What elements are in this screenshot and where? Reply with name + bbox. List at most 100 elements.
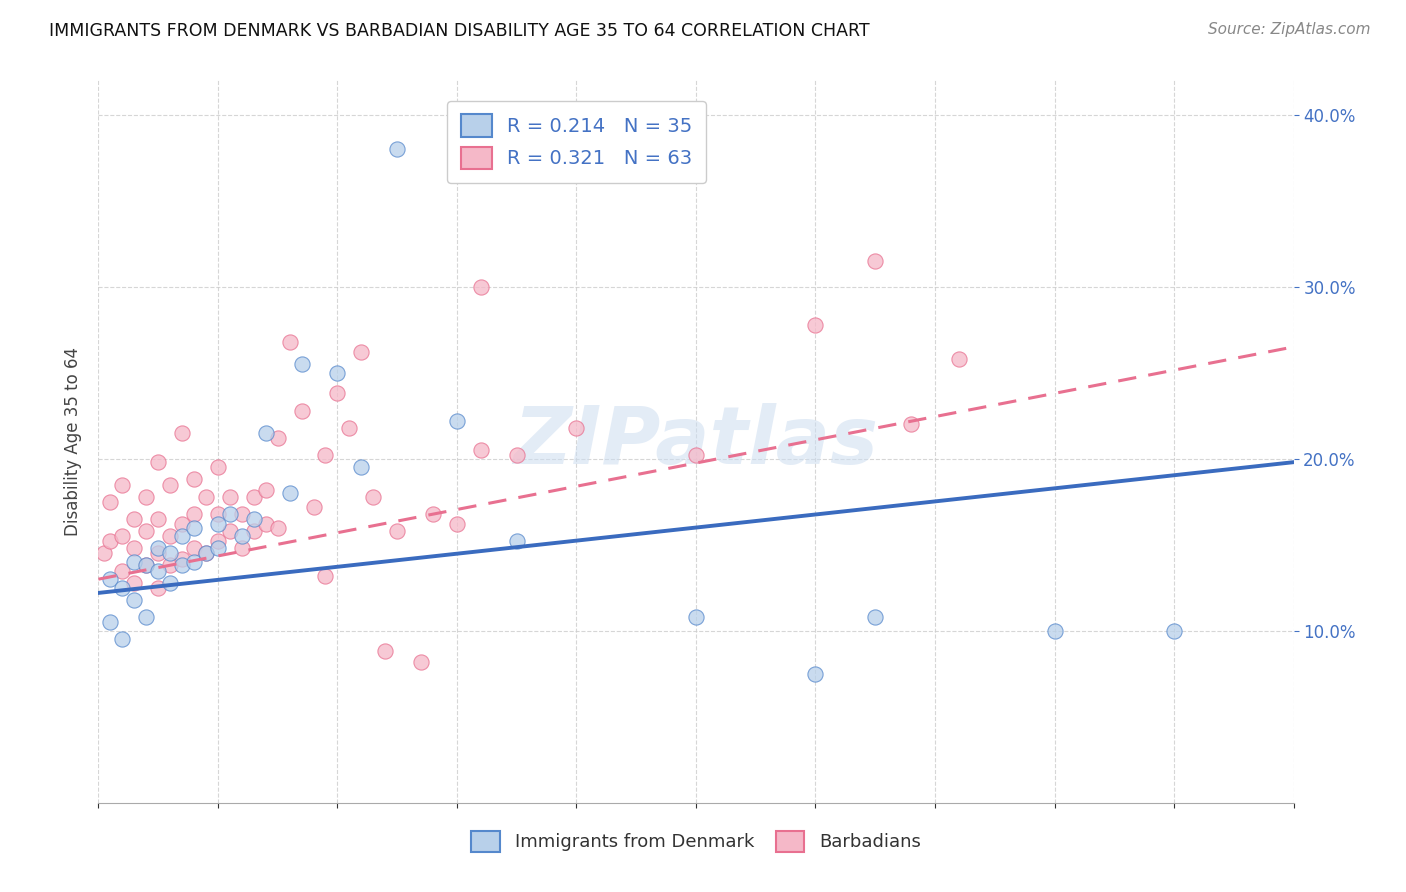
Point xyxy=(291,403,314,417)
Text: IMMIGRANTS FROM DENMARK VS BARBADIAN DISABILITY AGE 35 TO 64 CORRELATION CHART: IMMIGRANTS FROM DENMARK VS BARBADIAN DIS… xyxy=(49,22,870,40)
Point xyxy=(172,529,194,543)
Point xyxy=(111,529,134,543)
Legend: Immigrants from Denmark, Barbadians: Immigrants from Denmark, Barbadians xyxy=(464,823,928,859)
Point xyxy=(111,564,134,578)
Point xyxy=(278,334,301,349)
Point xyxy=(1043,624,1066,638)
Point xyxy=(195,546,218,560)
Point xyxy=(231,541,253,556)
Point xyxy=(865,610,887,624)
Point xyxy=(267,431,290,445)
Point xyxy=(350,345,373,359)
Point xyxy=(219,524,242,538)
Point xyxy=(219,507,242,521)
Point xyxy=(135,558,157,573)
Text: ZIPatlas: ZIPatlas xyxy=(513,402,879,481)
Point xyxy=(385,524,409,538)
Point xyxy=(254,425,277,440)
Point xyxy=(315,568,337,582)
Point xyxy=(124,541,146,556)
Point xyxy=(254,483,277,497)
Point xyxy=(470,443,492,458)
Point xyxy=(148,455,170,469)
Point xyxy=(446,517,468,532)
Point xyxy=(195,546,218,560)
Point xyxy=(291,357,314,371)
Point xyxy=(363,490,385,504)
Text: Source: ZipAtlas.com: Source: ZipAtlas.com xyxy=(1208,22,1371,37)
Point xyxy=(124,575,146,590)
Point xyxy=(111,477,134,491)
Point xyxy=(124,592,146,607)
Point xyxy=(267,520,290,534)
Point xyxy=(148,541,170,556)
Point xyxy=(865,253,887,268)
Point xyxy=(565,421,588,435)
Point xyxy=(159,546,181,560)
Point xyxy=(93,546,115,560)
Point xyxy=(183,507,205,521)
Point xyxy=(385,142,409,156)
Point xyxy=(159,575,181,590)
Point xyxy=(207,541,229,556)
Point xyxy=(243,512,266,526)
Point xyxy=(195,490,218,504)
Point xyxy=(148,546,170,560)
Point xyxy=(183,555,205,569)
Point xyxy=(506,534,529,549)
Point xyxy=(98,572,122,586)
Point xyxy=(135,490,157,504)
Point xyxy=(231,507,253,521)
Point xyxy=(207,507,229,521)
Point xyxy=(135,524,157,538)
Point xyxy=(948,351,970,366)
Point xyxy=(243,524,266,538)
Point xyxy=(422,507,444,521)
Point xyxy=(183,472,205,486)
Point xyxy=(148,581,170,595)
Point xyxy=(804,666,827,681)
Point xyxy=(159,529,181,543)
Point xyxy=(685,610,707,624)
Point xyxy=(446,414,468,428)
Point xyxy=(183,541,205,556)
Point xyxy=(124,555,146,569)
Point xyxy=(183,520,205,534)
Point xyxy=(350,460,373,475)
Point xyxy=(804,318,827,332)
Point xyxy=(98,494,122,508)
Point xyxy=(326,386,349,401)
Point xyxy=(219,490,242,504)
Point xyxy=(231,529,253,543)
Point xyxy=(172,551,194,566)
Point xyxy=(98,615,122,630)
Point xyxy=(172,425,194,440)
Point xyxy=(411,655,433,669)
Point xyxy=(172,517,194,532)
Point xyxy=(339,421,361,435)
Point xyxy=(685,448,707,462)
Point xyxy=(470,279,492,293)
Point xyxy=(98,534,122,549)
Point xyxy=(278,486,301,500)
Point xyxy=(1163,624,1185,638)
Point xyxy=(506,448,529,462)
Point xyxy=(111,581,134,595)
Point xyxy=(159,477,181,491)
Point xyxy=(148,512,170,526)
Point xyxy=(243,490,266,504)
Point xyxy=(254,517,277,532)
Point xyxy=(148,564,170,578)
Point xyxy=(207,534,229,549)
Y-axis label: Disability Age 35 to 64: Disability Age 35 to 64 xyxy=(63,347,82,536)
Point xyxy=(207,517,229,532)
Point xyxy=(302,500,325,514)
Point xyxy=(172,558,194,573)
Point xyxy=(111,632,134,647)
Point xyxy=(159,558,181,573)
Point xyxy=(326,366,349,380)
Point xyxy=(124,512,146,526)
Point xyxy=(900,417,922,432)
Point xyxy=(207,460,229,475)
Point xyxy=(315,448,337,462)
